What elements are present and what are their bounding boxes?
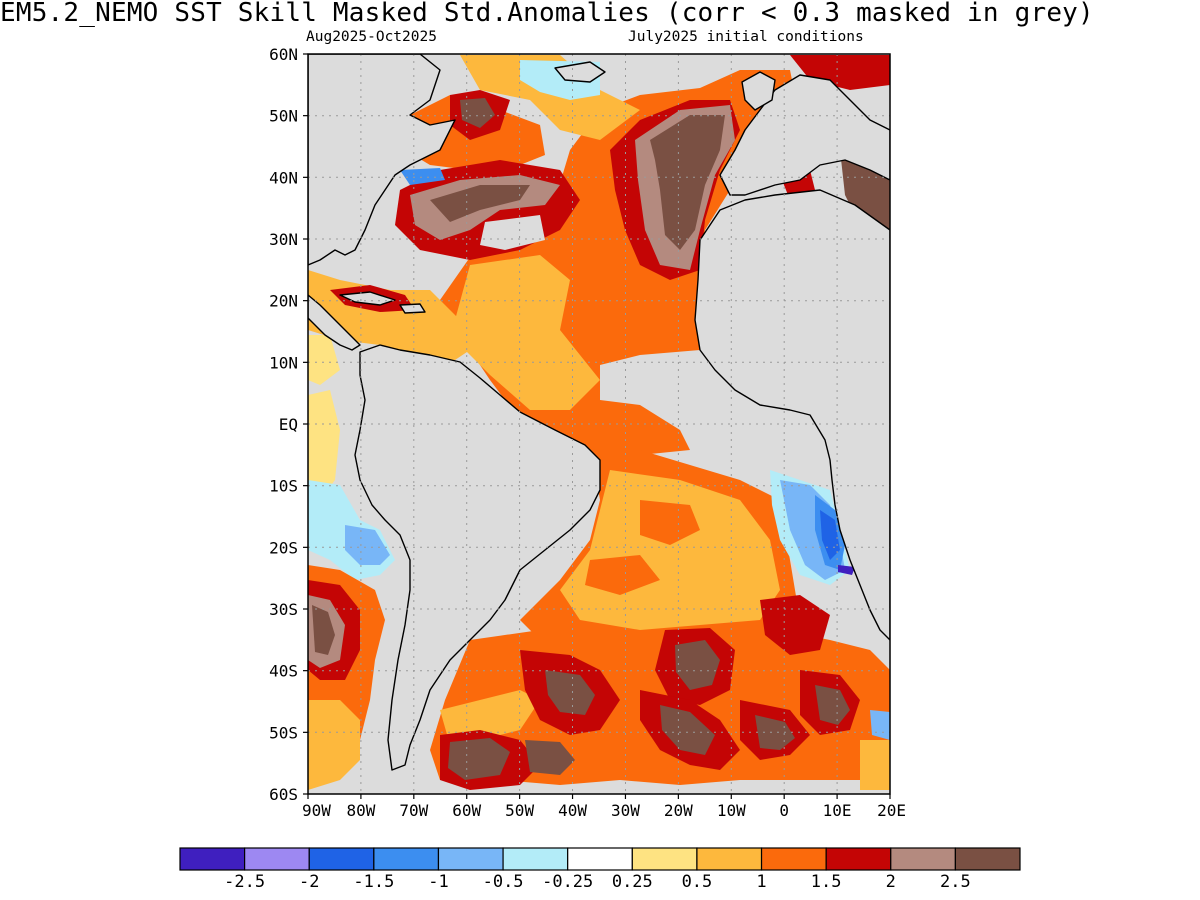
north-america [308, 54, 456, 266]
lon-tick-label: 60W [452, 801, 481, 820]
lat-tick-label: 20N [269, 292, 298, 311]
latitude-axis: 60N 50N 40N 30N 20N 10N EQ 10S 20S 30S 40S 50S 60S [269, 45, 308, 804]
anomaly-region [400, 168, 445, 185]
lon-tick-label: 80W [346, 801, 375, 820]
british-isles [741, 71, 776, 111]
longitude-axis: 90W 80W 70W 60W 50W 40W 30W 20W 10W 0 10E 20E [302, 794, 906, 820]
colorbar-label: 2.5 [940, 872, 971, 892]
anomaly-region [308, 390, 340, 500]
lat-tick-label: 10S [269, 477, 298, 496]
anomaly-region [345, 525, 390, 565]
colorbar-label: -2.5 [224, 872, 265, 892]
lat-tick-label: 30S [269, 600, 298, 619]
colorbar-label: -1 [428, 872, 448, 892]
colorbar-label: -1.5 [353, 872, 394, 892]
colorbar-swatch [567, 847, 633, 871]
gridlines [308, 54, 890, 794]
anomaly-region [312, 605, 335, 655]
anomaly-region [585, 555, 660, 595]
colorbar-swatch [437, 847, 504, 871]
lat-tick-label: 40S [269, 662, 298, 681]
lon-tick-label: 40W [558, 801, 587, 820]
anomaly-region [440, 690, 540, 745]
colorbar-label: 1.5 [811, 872, 842, 892]
colorbar: -2.5 -2 -1.5 -1 -0.5 -0.25 0.25 0.5 1 1.5 2 2.5 [179, 847, 1021, 892]
lat-tick-label: 30N [269, 230, 298, 249]
chart-title: EM5.2_NEMO SST Skill Masked Std.Anomalie… [0, 0, 1094, 28]
colorbar-swatch [825, 847, 892, 871]
anomaly-region [860, 740, 890, 790]
lat-tick-label: 10N [269, 353, 298, 372]
colorbar-label: 2 [886, 872, 896, 892]
lon-tick-label: 10E [823, 801, 852, 820]
lat-tick-label: 40N [269, 168, 298, 187]
anomaly-region [308, 700, 360, 790]
anomaly-region [650, 115, 725, 250]
lon-tick-label: 70W [399, 801, 428, 820]
anomaly-region [448, 738, 510, 780]
anomaly-region [760, 595, 830, 655]
lat-tick-label: EQ [279, 415, 298, 434]
colorbar-label: -2 [299, 872, 319, 892]
lon-tick-label: 20W [664, 801, 693, 820]
colorbar-swatch [244, 847, 310, 871]
anomaly-region [755, 715, 795, 750]
colorbar-swatch [502, 847, 569, 871]
lat-tick-label: 60N [269, 45, 298, 64]
anomaly-region [640, 500, 700, 545]
colorbar-swatch [954, 847, 1021, 871]
anomaly-shading [308, 55, 890, 790]
anomaly-region [430, 185, 530, 222]
anomaly-region [675, 640, 720, 690]
lon-tick-label: 10W [717, 801, 746, 820]
colorbar-swatch [890, 847, 956, 871]
anomaly-region [525, 740, 575, 775]
initial-conditions: July2025 initial conditions [628, 29, 864, 45]
cuba [339, 291, 396, 306]
anomaly-region [480, 215, 545, 250]
colorbar-swatch [373, 847, 440, 871]
lon-tick-label: 20E [877, 801, 906, 820]
lon-tick-label: 50W [505, 801, 534, 820]
colorbar-label: 0.25 [612, 872, 653, 892]
forecast-period: Aug2025-Oct2025 [306, 29, 437, 45]
anomaly-region [660, 705, 715, 755]
continents [308, 54, 890, 771]
anomaly-region [460, 55, 640, 140]
lon-tick-label: 0 [779, 801, 789, 820]
europe [719, 74, 890, 196]
colorbar-swatch [696, 847, 763, 871]
lat-tick-label: 50N [269, 107, 298, 126]
colorbar-label: -0.5 [483, 872, 524, 892]
hispaniola [399, 303, 426, 314]
map-area [308, 54, 890, 794]
anomaly-region [308, 335, 340, 385]
central-america [308, 294, 361, 351]
anomaly-region [815, 685, 850, 725]
colorbar-swatch [760, 847, 827, 871]
colorbar-swatch [631, 847, 698, 871]
colorbar-label: -0.25 [542, 872, 593, 892]
colorbar-swatch [308, 847, 375, 871]
anomaly-region [545, 670, 595, 715]
lon-tick-label: 90W [302, 801, 331, 820]
colorbar-label: 1 [756, 872, 766, 892]
anomaly-region [460, 98, 495, 128]
colorbar-label: 0.5 [682, 872, 713, 892]
lon-tick-label: 30W [611, 801, 640, 820]
lat-tick-label: 50S [269, 723, 298, 742]
south-america [354, 344, 601, 771]
iceland [554, 61, 606, 83]
lat-tick-label: 20S [269, 538, 298, 557]
colorbar-swatch [179, 847, 246, 871]
lat-tick-label: 60S [269, 785, 298, 804]
anomaly-region [455, 255, 600, 410]
anomaly-region [838, 565, 855, 575]
